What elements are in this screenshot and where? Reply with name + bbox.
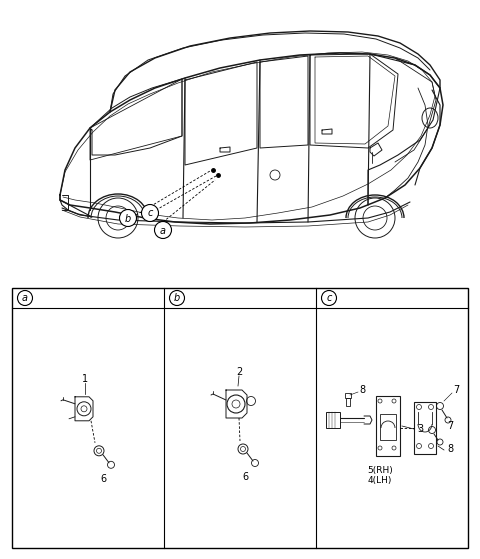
Bar [380, 414, 396, 440]
Text: 7: 7 [447, 421, 453, 431]
Bar [345, 393, 351, 398]
Text: 4(LH): 4(LH) [368, 476, 392, 485]
Circle shape [120, 210, 136, 226]
Text: b: b [125, 214, 131, 224]
Text: c: c [147, 209, 153, 219]
Circle shape [322, 291, 336, 306]
Text: 8: 8 [359, 385, 365, 395]
Text: 5(RH): 5(RH) [367, 466, 393, 475]
Text: a: a [22, 293, 28, 304]
Circle shape [17, 291, 33, 306]
Circle shape [142, 205, 158, 221]
Bar [346, 398, 350, 406]
Text: b: b [174, 293, 180, 304]
Circle shape [169, 291, 184, 306]
Text: 8: 8 [447, 444, 453, 454]
Bar [414, 402, 436, 454]
Text: a: a [160, 225, 166, 235]
Text: 2: 2 [236, 367, 242, 377]
Text: 3: 3 [417, 424, 423, 434]
Text: c: c [326, 293, 332, 304]
Text: 6: 6 [242, 472, 248, 482]
Bar [326, 412, 340, 428]
Circle shape [155, 221, 171, 239]
Bar [12, 288, 468, 548]
Text: 7: 7 [453, 385, 459, 395]
Text: 6: 6 [100, 474, 106, 484]
Text: 1: 1 [82, 374, 88, 384]
Bar [376, 396, 400, 456]
